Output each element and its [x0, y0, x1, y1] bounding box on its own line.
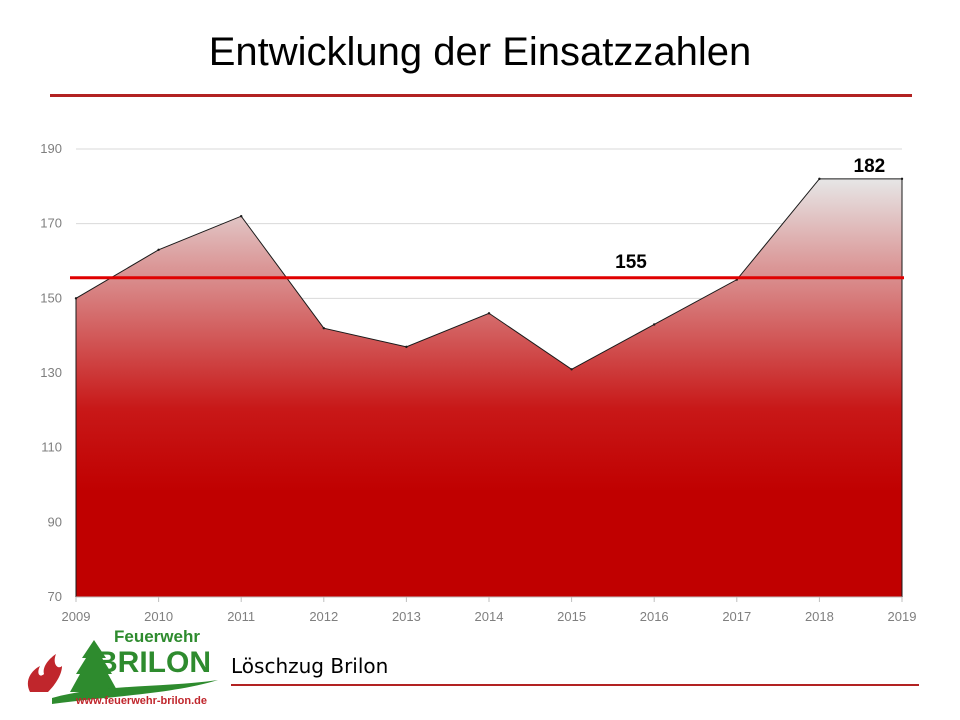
labels: 70 90 110 130 150 170 190 2009 2010 2011 2012 2013 2… [40, 141, 916, 624]
flame-icon [27, 654, 62, 692]
x-tick-label: 2019 [888, 609, 917, 624]
data-point [157, 248, 160, 251]
y-tick-label: 130 [40, 365, 62, 380]
x-tick-label: 2016 [640, 609, 669, 624]
data-point [405, 345, 408, 349]
area-chart: 70 90 110 130 150 170 190 2009 2010 2011 2012 2013 2… [40, 141, 916, 624]
y-tick-label: 150 [40, 290, 62, 305]
data-point [74, 297, 78, 300]
logo-line1: Feuerwehr [114, 627, 200, 646]
x-tick-label: 2012 [309, 609, 338, 624]
average-label: 155 [615, 252, 647, 273]
brand-logo: Feuerwehr BRILON www.feuerwehr-brilon.de [22, 622, 222, 719]
x-tick-label: 2009 [62, 609, 91, 624]
x-tick-label: 2013 [392, 609, 421, 624]
y-tick-label: 190 [40, 141, 62, 156]
x-tick-label: 2014 [475, 609, 504, 624]
series-area [75, 178, 903, 598]
y-tick-label: 170 [40, 216, 62, 231]
x-tick-label: 2010 [144, 609, 173, 624]
footer-caption: Löschzug Brilon [231, 654, 389, 678]
data-area [70, 177, 904, 598]
data-point [487, 312, 491, 315]
footer-divider [231, 684, 919, 686]
y-tick-label: 90 [48, 514, 62, 529]
data-point [818, 177, 821, 181]
data-label: 182 [854, 156, 886, 177]
x-tick-label: 2015 [557, 609, 586, 624]
title-divider [50, 94, 912, 97]
data-point [653, 323, 656, 326]
swoosh-icon [52, 680, 218, 704]
x-tick-label: 2017 [722, 609, 751, 624]
tree-icon [70, 640, 118, 692]
x-tick-label: 2011 [227, 609, 255, 624]
data-point [240, 215, 243, 218]
data-point [900, 177, 904, 181]
axes [75, 596, 903, 602]
data-point [570, 368, 573, 371]
x-tick-label: 2018 [805, 609, 834, 624]
logo-line2: BRILON [96, 646, 211, 679]
data-point [322, 327, 325, 330]
y-tick-label: 70 [48, 589, 62, 604]
logo-url: www.feuerwehr-brilon.de [75, 695, 207, 707]
y-tick-label: 110 [41, 440, 62, 455]
page-title: Entwicklung der Einsatzzahlen [208, 30, 752, 74]
